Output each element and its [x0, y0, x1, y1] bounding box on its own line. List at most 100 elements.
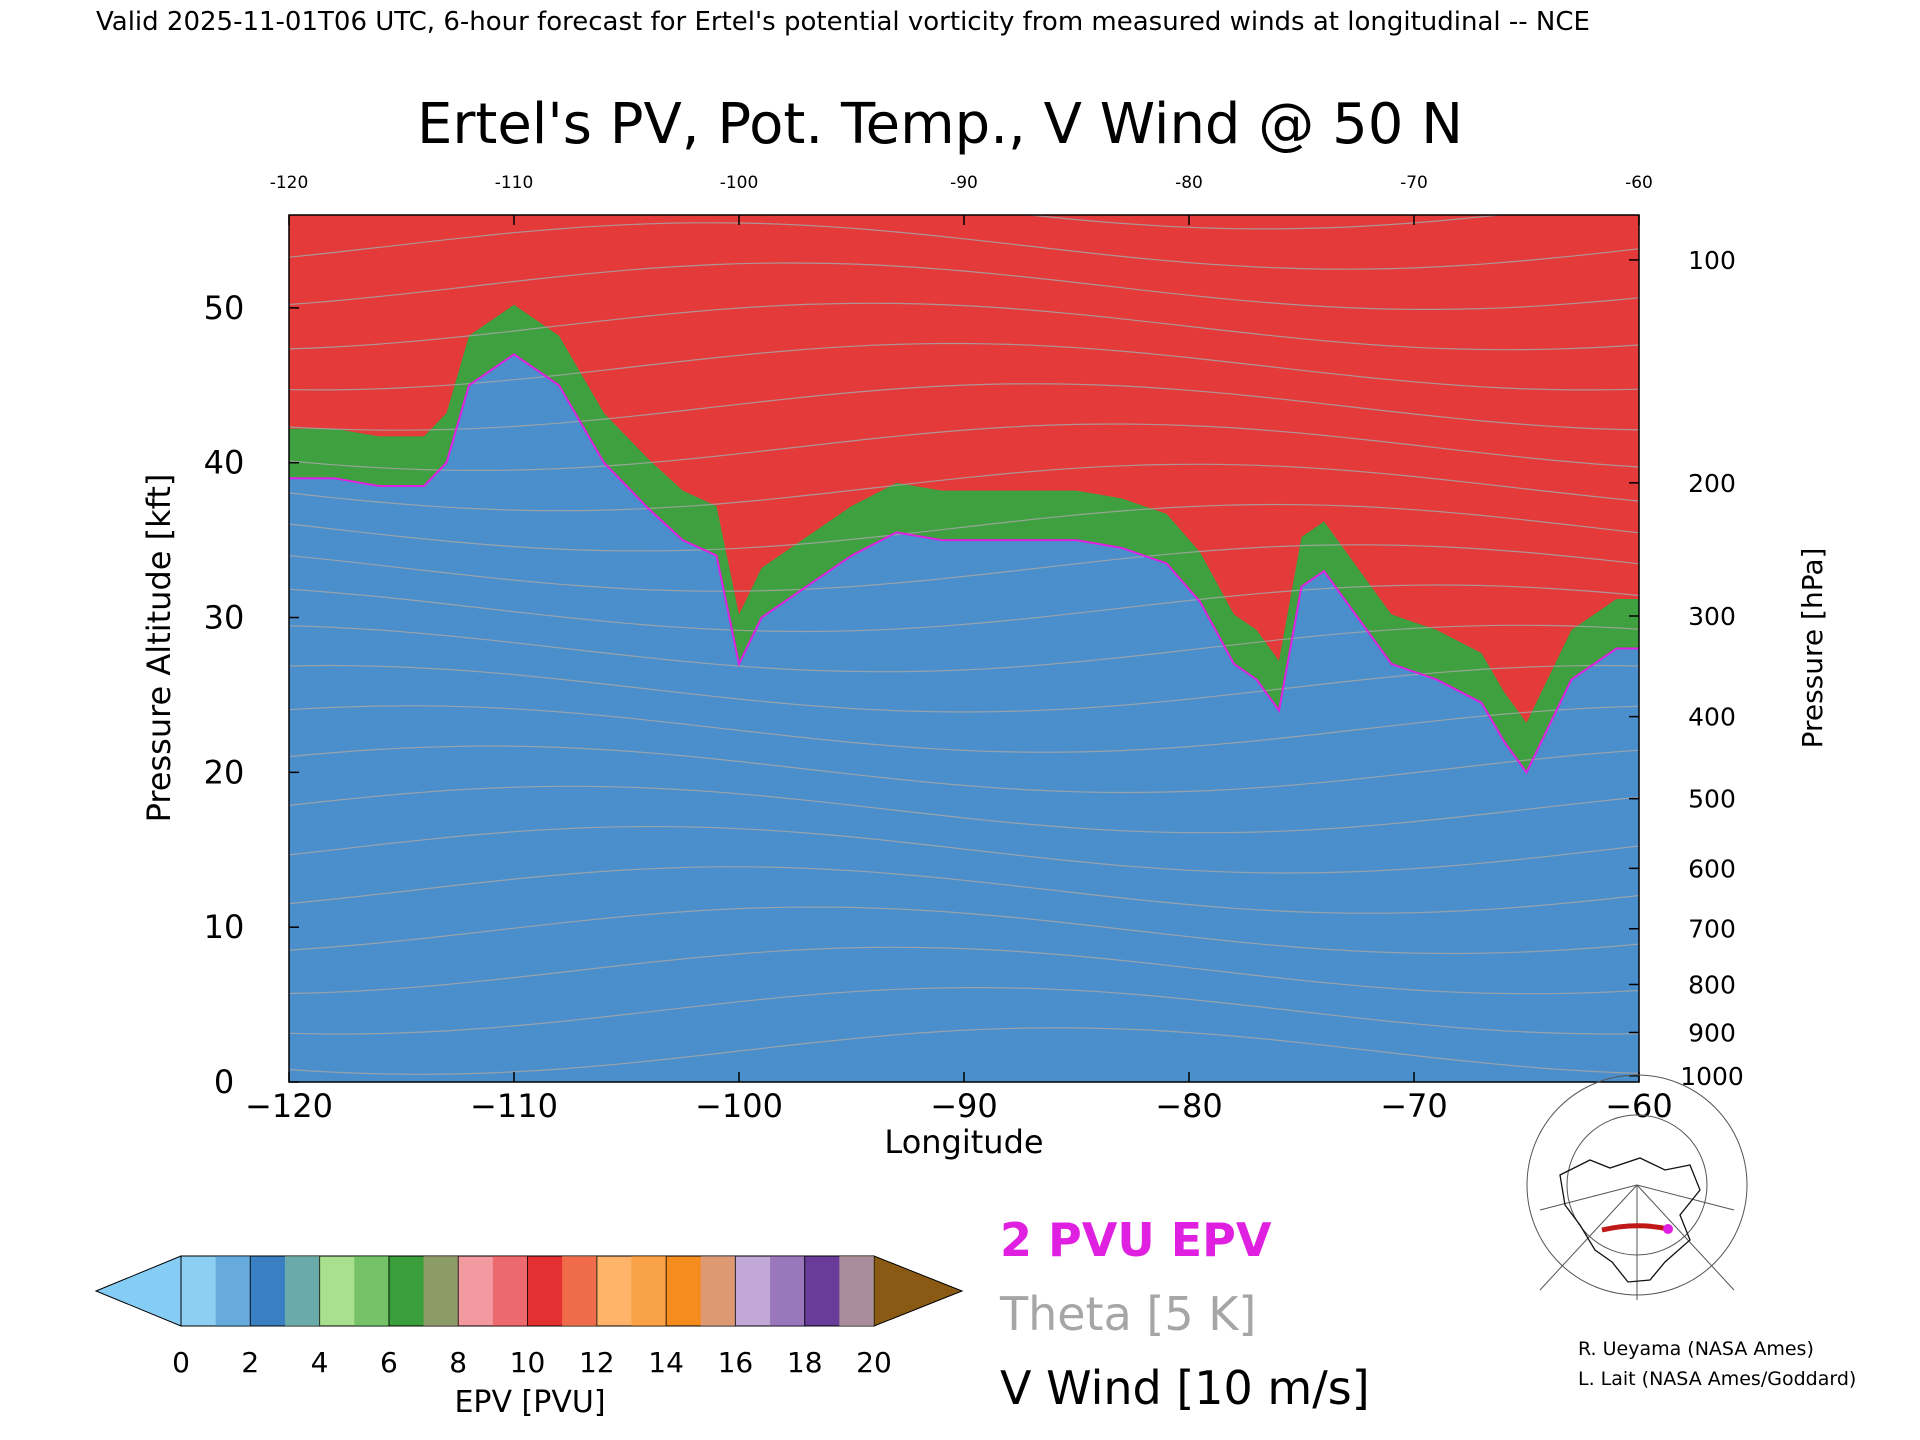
locator-map-meridian-5: [1636, 1184, 1735, 1211]
y-right-tick-label: 700: [1688, 915, 1736, 944]
y-left-tick-label: 20: [204, 753, 245, 791]
x-tick-label: −70: [1380, 1087, 1448, 1125]
colorbar-tick-label: 20: [856, 1346, 892, 1379]
x-axis: −120 −110 −100 −90 −80 −70 −60: [245, 1072, 1673, 1125]
x-tick-label: −110: [470, 1087, 558, 1125]
colorbar-label: EPV [PVU]: [454, 1385, 605, 1420]
locator-map-section-line: [1601, 1223, 1669, 1233]
legend-vwind: V Wind [10 m/s]: [1000, 1361, 1370, 1415]
y-left-tick-label: 0: [214, 1063, 234, 1101]
epv-2pvu-contour: [289, 353, 1639, 775]
colorbar-segment-blend: [562, 1256, 597, 1326]
top-tick-label: -90: [950, 173, 978, 193]
y-axis-left-label: Pressure Altitude [kft]: [140, 474, 178, 823]
locator-map-meridian-1: [1539, 1184, 1638, 1291]
colorbar-segment: [596, 1255, 667, 1327]
locator-map: [1526, 1074, 1748, 1300]
x-tick-label: −60: [1605, 1087, 1673, 1125]
theta-contour: [289, 302, 1639, 351]
colorbar-tick-label: 12: [579, 1346, 615, 1379]
theta-contour: [289, 906, 1639, 955]
colorbar-segment-blend: [284, 1256, 320, 1326]
theta-contour: [289, 342, 1639, 391]
colorbar-tick-label: 10: [510, 1346, 546, 1379]
y-axis-right: 1000 900 800 700 600 500 400 300 200 100: [1629, 246, 1744, 1091]
y-left-tick-label: 50: [204, 289, 245, 327]
locator-map-meridian-2: [1636, 1184, 1735, 1291]
top-tick-label: -120: [270, 173, 309, 193]
colorbar-segment-blend: [700, 1256, 736, 1326]
theta-contour: [289, 383, 1639, 431]
theta-contour: [289, 624, 1639, 673]
x-tick-label: −100: [695, 1087, 783, 1125]
valid-time-header: Valid 2025-11-01T06 UTC, 6-hour forecast…: [96, 7, 1590, 37]
colorbar-segment-blend: [215, 1256, 251, 1326]
y-right-tick-label: 200: [1688, 469, 1736, 498]
theta-contour: [289, 503, 1639, 552]
colorbar-segment-blend: [423, 1256, 459, 1326]
x-tick-label: −90: [930, 1087, 998, 1125]
colorbar-tick-label: 8: [449, 1346, 467, 1379]
colorbar-segment-blend: [770, 1256, 805, 1326]
credit-line-1: R. Ueyama (NASA Ames): [1578, 1338, 1814, 1360]
colorbar-tick-label: 0: [172, 1346, 190, 1379]
theta-contour: [289, 946, 1639, 995]
legend-theta: Theta [5 K]: [999, 1287, 1256, 1341]
top-tick-label: -60: [1625, 173, 1653, 193]
colorbar: 0 2 4 6 8 10 12 14 16 18 20: [94, 1255, 964, 1379]
colorbar-tick-label: 6: [380, 1346, 398, 1379]
colorbar-segment: [457, 1255, 529, 1327]
theta-contour: [289, 262, 1639, 310]
theta-contour: [289, 423, 1639, 471]
theta-contour: [289, 745, 1639, 794]
theta-contour: [289, 866, 1639, 914]
colorbar-segment: [527, 1255, 598, 1327]
colorbar-segment: [665, 1255, 736, 1327]
y-left-tick-label: 30: [204, 599, 245, 637]
theta-contour: [289, 825, 1639, 874]
colorbar-tick-label: 4: [311, 1346, 329, 1379]
top-tick-label: -110: [495, 173, 534, 193]
y-right-tick-label: 100: [1688, 246, 1736, 275]
y-right-tick-label: 400: [1688, 703, 1736, 732]
colorbar-tick-label: 2: [241, 1346, 259, 1379]
pv-field: [289, 215, 1639, 1082]
top-tick-label: -70: [1400, 173, 1428, 193]
y-axis-left: 0 10 20 30 40 50: [204, 289, 299, 1101]
chart-title: Ertel's PV, Pot. Temp., V Wind @ 50 N: [417, 92, 1463, 157]
colorbar-over-arrow: [873, 1255, 964, 1327]
colorbar-segment: [734, 1255, 806, 1327]
theta-contour: [289, 785, 1639, 834]
colorbar-segment-blend: [839, 1256, 874, 1326]
theta-contour: [289, 222, 1639, 270]
locator-map-meridian-4: [1539, 1184, 1638, 1211]
top-tick-label: -80: [1175, 173, 1203, 193]
colorbar-tick-label: 18: [787, 1346, 823, 1379]
plot-area: [288, 214, 1640, 1083]
colorbar-under-arrow: [94, 1255, 182, 1327]
colorbar-segment: [180, 1255, 251, 1327]
theta-contour: [289, 463, 1639, 512]
colorbar-segment: [249, 1255, 321, 1327]
transition-band: [289, 304, 1639, 773]
x-tick-label: −120: [245, 1087, 333, 1125]
x-tick-label: −80: [1155, 1087, 1223, 1125]
y-left-tick-label: 40: [204, 444, 245, 482]
top-tick-label: -100: [720, 173, 759, 193]
y-right-tick-label: 800: [1688, 970, 1736, 999]
colorbar-segment: [804, 1255, 875, 1327]
y-right-tick-label: 900: [1688, 1018, 1736, 1047]
top-axis: -120 -110 -100 -90 -80 -70 -60: [270, 173, 1653, 225]
theta-contour: [289, 664, 1639, 713]
theta-contour: [289, 584, 1639, 633]
colorbar-segment-blend: [492, 1256, 528, 1326]
locator-map-coastline: [1559, 1157, 1701, 1283]
x-axis-label: Longitude: [884, 1123, 1043, 1161]
credit-line-2: L. Lait (NASA Ames/Goddard): [1578, 1368, 1856, 1390]
colorbar-segment: [388, 1255, 459, 1327]
locator-map-section-end: [1663, 1224, 1673, 1234]
theta-contour: [289, 987, 1639, 1035]
y-left-tick-label: 10: [204, 908, 245, 946]
y-right-tick-label: 500: [1688, 785, 1736, 814]
